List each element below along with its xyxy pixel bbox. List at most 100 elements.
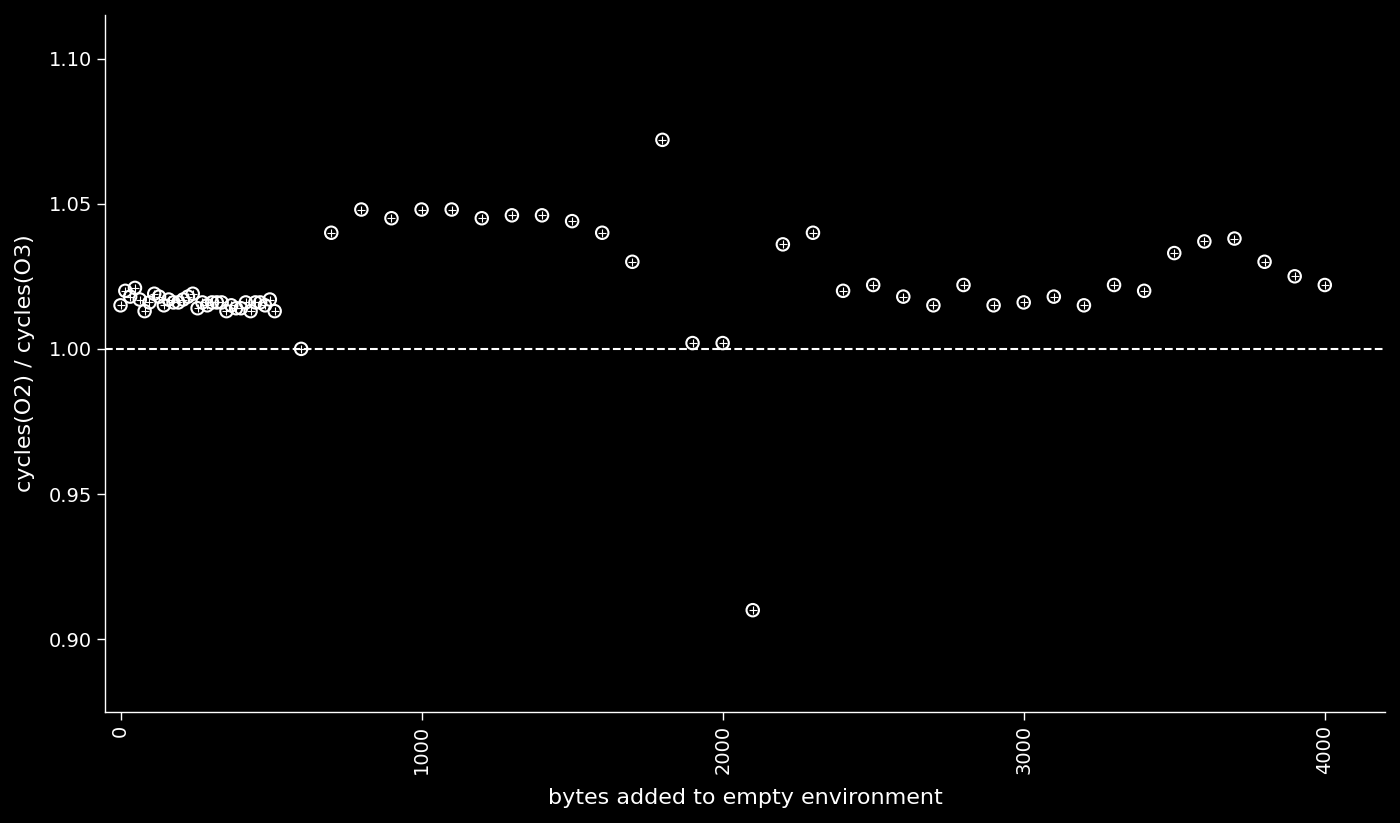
Point (249, 295, 272, 309)
Point (1163, 246, 1186, 259)
Point (1043, 290, 1065, 303)
Point (441, 203, 463, 216)
Point (1224, 232, 1246, 245)
Point (162, 295, 185, 309)
Point (923, 299, 945, 312)
Point (1163, 246, 1186, 259)
Point (230, 302, 252, 315)
Point (253, 299, 276, 312)
Point (244, 295, 266, 309)
Point (157, 293, 179, 306)
Point (1284, 270, 1306, 283)
Point (561, 215, 584, 228)
Point (832, 284, 854, 297)
Point (802, 226, 825, 239)
Point (239, 305, 262, 318)
Point (1284, 270, 1306, 283)
Point (410, 203, 433, 216)
Point (591, 226, 613, 239)
Point (206, 295, 228, 309)
Point (1072, 299, 1095, 312)
Point (186, 302, 209, 315)
Point (235, 295, 258, 309)
Point (206, 295, 228, 309)
Point (1313, 278, 1336, 291)
Point (802, 226, 825, 239)
Point (832, 284, 854, 297)
Point (148, 290, 171, 303)
Point (239, 305, 262, 318)
Point (200, 295, 223, 309)
Point (123, 281, 146, 295)
Point (381, 212, 403, 225)
Point (923, 299, 945, 312)
Point (1103, 278, 1126, 291)
Point (531, 209, 553, 222)
Point (682, 337, 704, 350)
Point (143, 287, 165, 300)
Point (153, 299, 175, 312)
Point (1072, 299, 1095, 312)
Point (109, 299, 132, 312)
Point (220, 299, 242, 312)
Point (290, 342, 312, 356)
X-axis label: bytes added to empty environment: bytes added to empty environment (547, 788, 942, 808)
Point (622, 255, 644, 268)
Point (192, 295, 214, 309)
Point (622, 255, 644, 268)
Point (771, 238, 794, 251)
Point (115, 284, 137, 297)
Point (253, 299, 276, 312)
Point (1103, 278, 1126, 291)
Point (952, 278, 974, 291)
Point (983, 299, 1005, 312)
Point (1133, 284, 1155, 297)
Point (182, 287, 204, 300)
Point (651, 133, 673, 146)
Point (711, 337, 734, 350)
Point (1133, 284, 1155, 297)
Point (591, 226, 613, 239)
Point (196, 299, 218, 312)
Point (115, 284, 137, 297)
Point (210, 295, 232, 309)
Point (182, 287, 204, 300)
Point (249, 295, 272, 309)
Point (561, 215, 584, 228)
Point (1193, 235, 1215, 248)
Point (216, 305, 238, 318)
Point (167, 295, 189, 309)
Point (259, 293, 281, 306)
Point (176, 290, 199, 303)
Point (244, 295, 266, 309)
Point (501, 209, 524, 222)
Point (200, 295, 223, 309)
Point (892, 290, 914, 303)
Point (350, 203, 372, 216)
Point (225, 302, 248, 315)
Point (350, 203, 372, 216)
Point (119, 290, 141, 303)
Point (1253, 255, 1275, 268)
Point (220, 299, 242, 312)
Point (1012, 295, 1035, 309)
Point (230, 302, 252, 315)
Point (123, 281, 146, 295)
Point (771, 238, 794, 251)
Point (157, 293, 179, 306)
Point (263, 305, 286, 318)
Point (216, 305, 238, 318)
Point (290, 342, 312, 356)
Point (162, 295, 185, 309)
Point (381, 212, 403, 225)
Point (133, 305, 155, 318)
Point (682, 337, 704, 350)
Point (651, 133, 673, 146)
Point (139, 295, 161, 309)
Point (892, 290, 914, 303)
Point (711, 337, 734, 350)
Point (235, 295, 258, 309)
Point (119, 290, 141, 303)
Point (1193, 235, 1215, 248)
Point (143, 287, 165, 300)
